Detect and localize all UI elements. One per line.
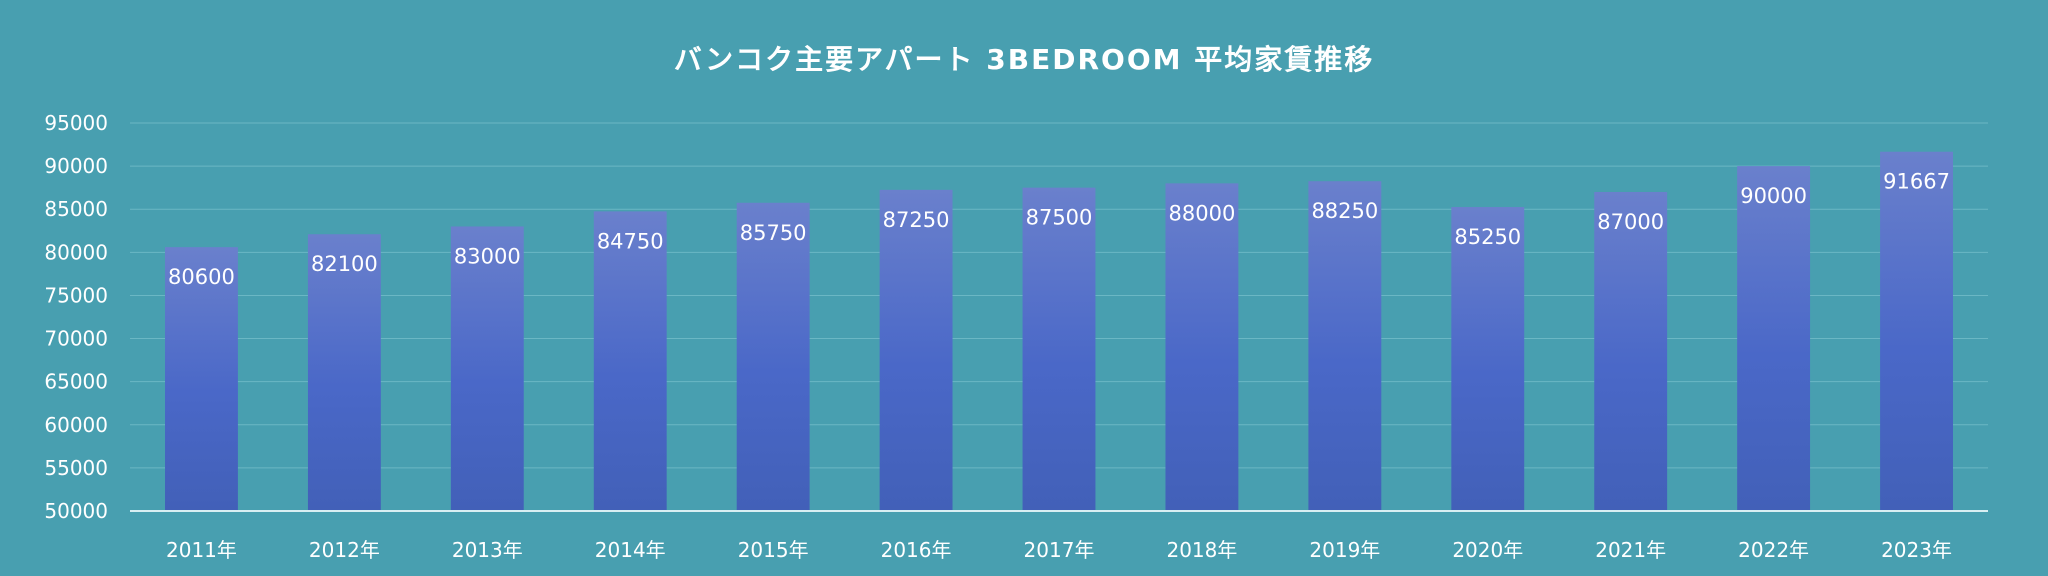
- y-tick-label: 90000: [44, 154, 108, 178]
- y-tick-label: 75000: [44, 283, 108, 307]
- bar-2011年: [165, 247, 238, 511]
- y-axis-ticks: 50000 55000 60000 65000 70000 75000 80000 85000…: [44, 111, 108, 523]
- x-tick-label: 2015年: [738, 538, 809, 562]
- y-tick-label: 70000: [44, 327, 108, 351]
- y-tick-label: 50000: [44, 499, 108, 523]
- y-tick-label: 95000: [44, 111, 108, 135]
- data-label: 90000: [1740, 184, 1807, 208]
- x-tick-label: 2013年: [452, 538, 523, 562]
- data-label: 87250: [883, 208, 950, 232]
- data-label: 87000: [1597, 210, 1664, 234]
- x-tick-label: 2011年: [166, 538, 237, 562]
- data-label: 80600: [168, 265, 235, 289]
- y-tick-label: 65000: [44, 370, 108, 394]
- y-tick-label: 55000: [44, 456, 108, 480]
- x-tick-label: 2017年: [1024, 538, 1095, 562]
- data-label: 85750: [740, 221, 807, 245]
- bar-2015年: [736, 202, 810, 511]
- bar-2019年: [1308, 181, 1382, 511]
- x-tick-label: 2019年: [1309, 538, 1380, 562]
- bar-2016年: [879, 189, 953, 512]
- bar-2014年: [593, 211, 667, 511]
- data-label: 83000: [454, 244, 521, 268]
- bars: [165, 151, 1953, 512]
- bar-2023年: [1880, 151, 1953, 512]
- bar-2022年: [1737, 166, 1811, 511]
- x-tick-label: 2014年: [595, 538, 666, 562]
- x-tick-label: 2012年: [309, 538, 380, 562]
- bar-2018年: [1165, 183, 1239, 511]
- data-label: 88000: [1169, 201, 1236, 225]
- x-axis-ticks: 2011年 2012年 2013年 2014年 2015年 2016年 2017年 2018年…: [166, 538, 1952, 562]
- data-label: 91667: [1883, 170, 1950, 194]
- data-label: 87500: [1026, 206, 1093, 230]
- x-tick-label: 2021年: [1595, 538, 1666, 562]
- data-label: 85250: [1454, 225, 1521, 249]
- bar-2020年: [1451, 207, 1525, 512]
- data-label: 84750: [597, 229, 664, 253]
- x-tick-label: 2022年: [1738, 538, 1809, 562]
- y-tick-label: 80000: [44, 240, 108, 264]
- y-tick-label: 85000: [44, 197, 108, 221]
- x-tick-label: 2016年: [881, 538, 952, 562]
- bar-2012年: [307, 234, 381, 511]
- x-tick-label: 2023年: [1881, 538, 1952, 562]
- y-tick-label: 60000: [44, 413, 108, 437]
- x-tick-label: 2018年: [1166, 538, 1237, 562]
- bar-2013年: [450, 226, 524, 511]
- chart-title: バンコク主要アパート 3BEDROOM 平均家賃推移: [673, 43, 1375, 76]
- data-labels: 80600 82100 83000 84750 85750 87250 87500 88000…: [168, 170, 1950, 289]
- data-label: 88250: [1311, 199, 1378, 223]
- data-label: 82100: [311, 252, 378, 276]
- x-tick-label: 2020年: [1452, 538, 1523, 562]
- bar-2017年: [1022, 187, 1096, 511]
- bar-2021年: [1594, 191, 1668, 511]
